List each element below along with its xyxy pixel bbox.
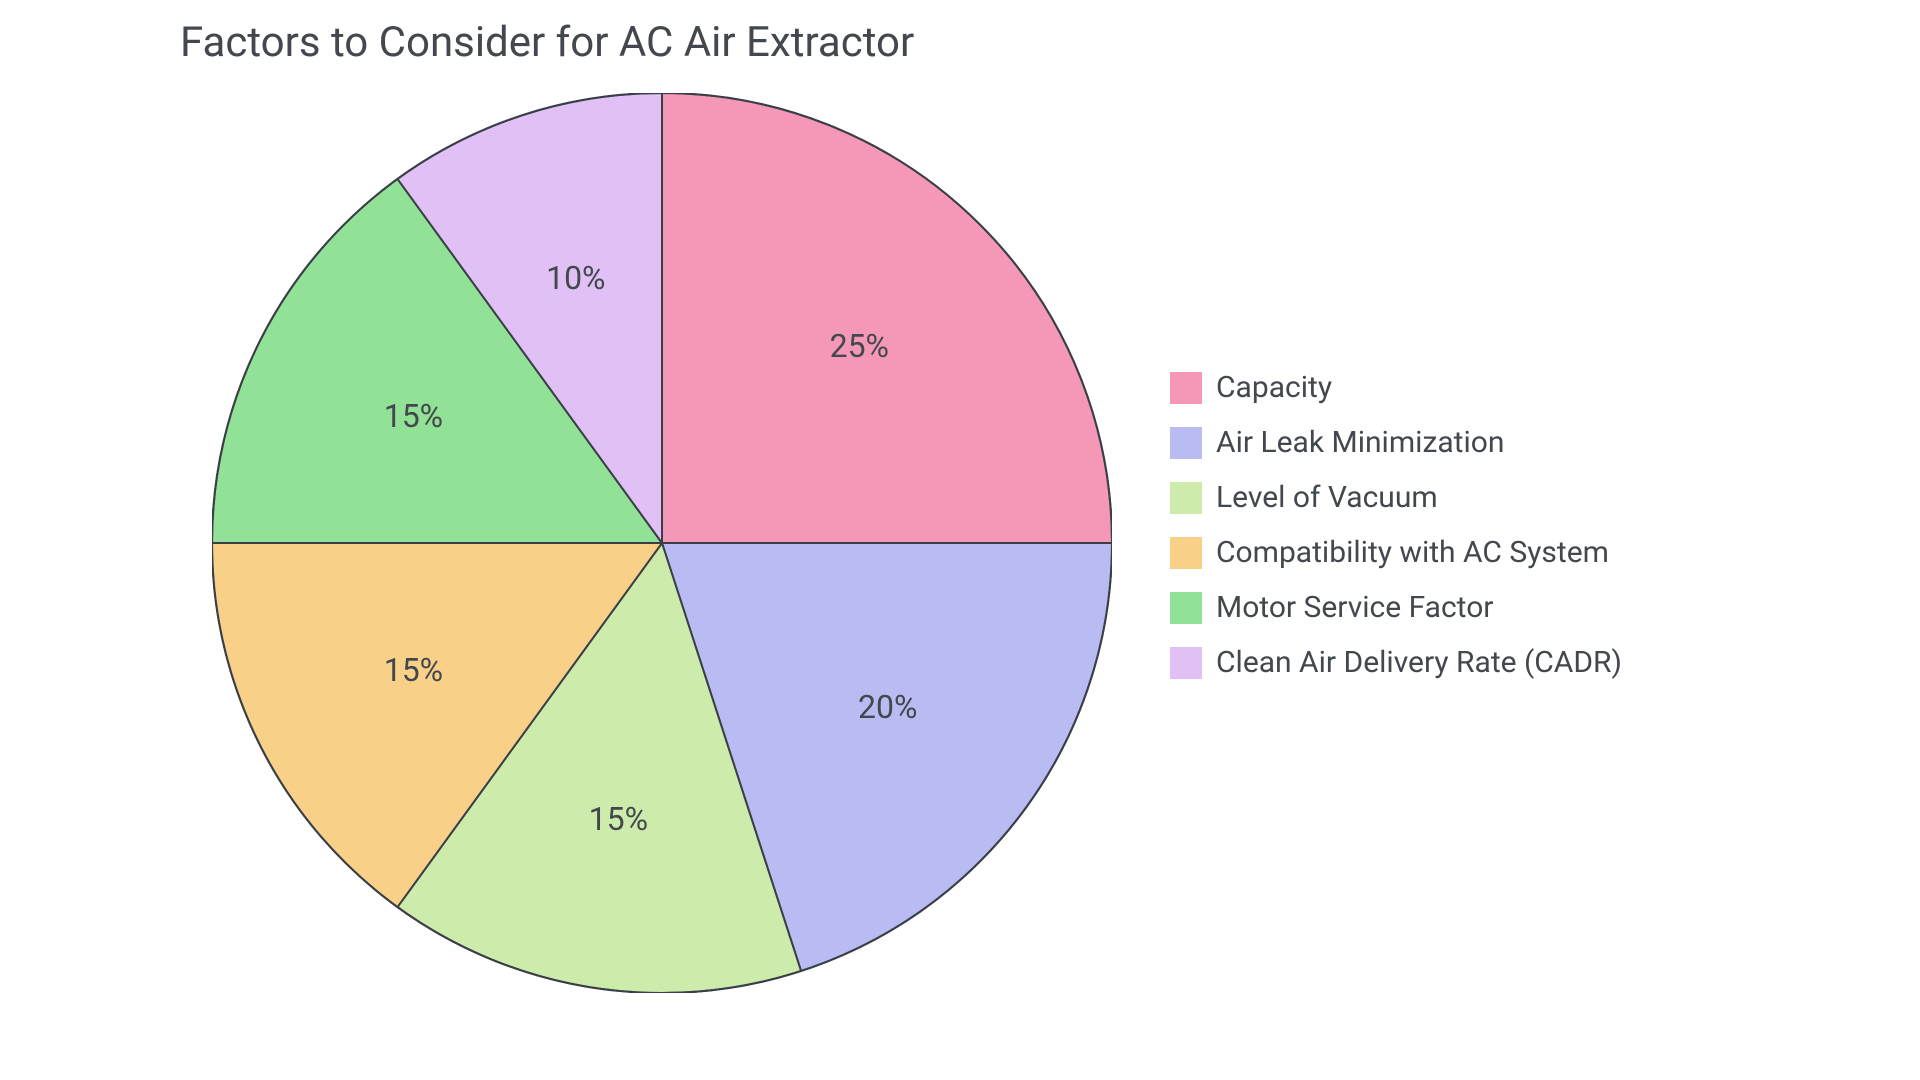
legend-swatch <box>1170 482 1202 514</box>
legend-label: Air Leak Minimization <box>1216 425 1504 460</box>
chart-title: Factors to Consider for AC Air Extractor <box>180 18 914 67</box>
legend-label: Clean Air Delivery Rate (CADR) <box>1216 645 1622 680</box>
legend-label: Capacity <box>1216 370 1332 405</box>
legend-swatch <box>1170 592 1202 624</box>
legend-swatch <box>1170 427 1202 459</box>
legend-swatch <box>1170 647 1202 679</box>
legend-item: Capacity <box>1170 370 1622 405</box>
legend-item: Clean Air Delivery Rate (CADR) <box>1170 645 1622 680</box>
legend-swatch <box>1170 372 1202 404</box>
legend-item: Motor Service Factor <box>1170 590 1622 625</box>
legend-label: Motor Service Factor <box>1216 590 1493 625</box>
legend-label: Compatibility with AC System <box>1216 535 1609 570</box>
legend-label: Level of Vacuum <box>1216 480 1438 515</box>
pie-chart: 25%20%15%15%15%10% <box>212 93 1112 993</box>
chart-container: Factors to Consider for AC Air Extractor… <box>0 0 1920 1080</box>
legend: Capacity Air Leak Minimization Level of Va… <box>1170 370 1622 700</box>
legend-item: Level of Vacuum <box>1170 480 1622 515</box>
legend-swatch <box>1170 537 1202 569</box>
pie-slice <box>662 93 1112 543</box>
legend-item: Compatibility with AC System <box>1170 535 1622 570</box>
legend-item: Air Leak Minimization <box>1170 425 1622 460</box>
